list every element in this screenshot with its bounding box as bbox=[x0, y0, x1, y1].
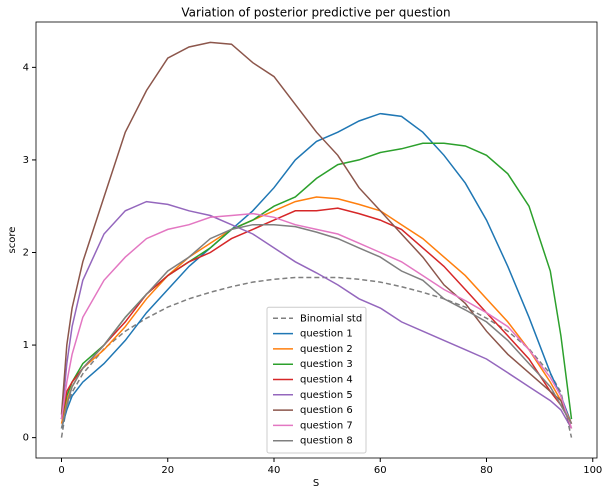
y-tick-label: 4 bbox=[23, 62, 29, 73]
y-tick-label: 3 bbox=[23, 155, 29, 166]
chart-title: Variation of posterior predictive per qu… bbox=[181, 6, 450, 20]
legend-label: question 2 bbox=[300, 344, 353, 355]
line bbox=[60, 223, 573, 429]
x-tick-label: 100 bbox=[583, 465, 602, 476]
legend-box bbox=[266, 306, 367, 454]
x-axis-label: S bbox=[313, 478, 319, 489]
legend-label: question 7 bbox=[300, 420, 353, 431]
legend-label: question 5 bbox=[300, 390, 353, 401]
plot-frame bbox=[35, 21, 598, 459]
line bbox=[60, 200, 573, 429]
x-tick-label: 0 bbox=[58, 465, 64, 476]
legend-label: question 3 bbox=[300, 359, 353, 370]
line bbox=[60, 212, 573, 429]
y-tick-label: 2 bbox=[23, 247, 29, 258]
legend-label: question 8 bbox=[300, 436, 353, 447]
legend-label: question 6 bbox=[300, 405, 353, 416]
x-tick-label: 40 bbox=[268, 465, 281, 476]
legend: Binomial std question 1 question 2 question… bbox=[266, 306, 367, 454]
x-tick-label: 60 bbox=[374, 465, 387, 476]
legend-label: question 1 bbox=[300, 329, 353, 340]
line bbox=[60, 196, 573, 425]
legend-label: question 4 bbox=[300, 375, 353, 386]
line bbox=[60, 207, 573, 425]
line bbox=[60, 41, 573, 429]
line bbox=[60, 112, 573, 429]
x-tick-label: 20 bbox=[161, 465, 174, 476]
y-tick-label: 1 bbox=[23, 340, 29, 351]
y-tick-label: 0 bbox=[23, 433, 29, 444]
line bbox=[60, 276, 573, 438]
x-tick-label: 80 bbox=[480, 465, 493, 476]
y-axis-label: score bbox=[7, 227, 18, 254]
legend-label: Binomial std bbox=[300, 313, 362, 324]
